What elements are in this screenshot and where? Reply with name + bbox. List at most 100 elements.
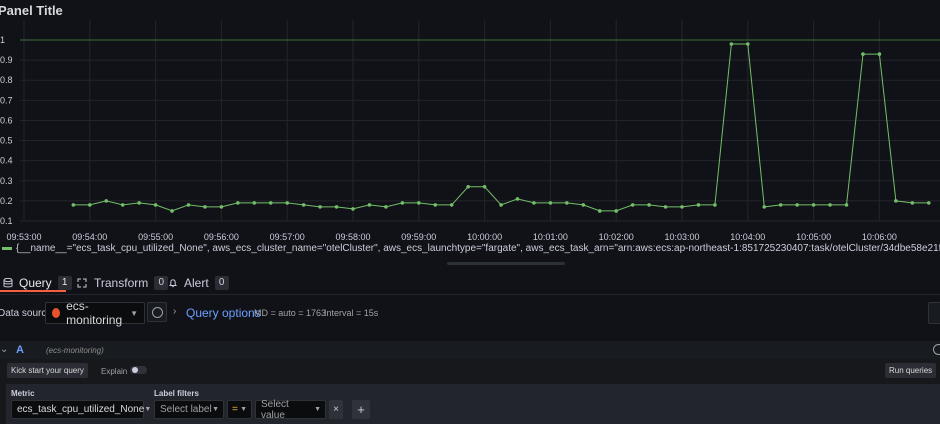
data-point bbox=[844, 203, 849, 207]
x-tick-label: 09:53:00 bbox=[6, 232, 41, 242]
data-point bbox=[910, 201, 915, 205]
tab-transform[interactable]: Transform 0 bbox=[77, 272, 169, 293]
kick-start-query-button[interactable]: Kick start your query bbox=[7, 363, 88, 378]
data-point bbox=[449, 203, 454, 207]
data-point bbox=[301, 203, 306, 207]
data-point bbox=[778, 203, 783, 207]
data-point bbox=[367, 203, 372, 207]
y-tick-label: 0.1 bbox=[0, 216, 13, 226]
label-filter-value-select[interactable]: Select value ▼ bbox=[255, 398, 326, 421]
data-point bbox=[680, 205, 684, 209]
data-point bbox=[696, 203, 701, 207]
data-point bbox=[137, 201, 141, 205]
chevron-down-icon: ▼ bbox=[240, 406, 247, 413]
query-options-toggle[interactable]: Query options bbox=[186, 306, 261, 320]
query-row-header[interactable] bbox=[0, 341, 940, 359]
data-point bbox=[597, 209, 602, 213]
data-point bbox=[236, 201, 240, 205]
metric-select-value: ecs_task_cpu_utilized_None bbox=[17, 404, 145, 415]
data-point bbox=[433, 203, 438, 207]
data-point bbox=[532, 201, 536, 205]
data-point bbox=[762, 205, 767, 209]
datasource-help-button[interactable] bbox=[147, 302, 167, 322]
data-point bbox=[252, 201, 257, 205]
data-point bbox=[811, 203, 816, 207]
query-editor-tabs: Query 1 Transform 0 Alert 0 bbox=[0, 272, 940, 295]
data-point bbox=[186, 203, 191, 207]
tab-alert[interactable]: Alert 0 bbox=[168, 272, 229, 293]
inspector-button[interactable] bbox=[928, 302, 940, 324]
label-filter-key-select[interactable]: Select label ▼ bbox=[154, 400, 224, 419]
label-filter-operator-select[interactable]: = ▼ bbox=[227, 400, 252, 419]
x-tick-label: 10:04:00 bbox=[730, 232, 765, 242]
data-point bbox=[828, 203, 832, 207]
active-tab-indicator bbox=[0, 290, 66, 292]
data-point bbox=[663, 205, 668, 209]
query-ref-id[interactable]: A bbox=[16, 344, 24, 356]
y-tick-label: 1 bbox=[0, 35, 5, 45]
y-tick-label: 0.3 bbox=[0, 176, 13, 186]
chevron-down-icon: ▼ bbox=[314, 406, 321, 413]
data-point bbox=[120, 203, 125, 207]
x-tick-label: 10:03:00 bbox=[664, 232, 699, 242]
bell-icon bbox=[168, 278, 178, 287]
x-tick-label: 09:56:00 bbox=[204, 232, 239, 242]
panel-title[interactable]: Panel Title bbox=[0, 3, 63, 18]
time-series-chart[interactable]: 0.1 0.2 0.3 0.4 0.5 0.6 0.7 0.8 0.9 1 09:53:00 09:5… bbox=[0, 20, 940, 242]
data-point bbox=[153, 203, 158, 207]
label-filter-operator: = bbox=[232, 404, 238, 415]
explain-toggle[interactable] bbox=[130, 366, 147, 374]
data-point bbox=[71, 203, 76, 207]
panel-resize-handle[interactable] bbox=[447, 262, 565, 265]
y-tick-label: 0.5 bbox=[0, 136, 13, 146]
tab-transform-count: 0 bbox=[154, 275, 169, 290]
label-filter-key-placeholder: Select label bbox=[160, 404, 212, 415]
x-tick-label: 09:58:00 bbox=[335, 232, 370, 242]
query-options-interval[interactable]: Interval = 15s bbox=[324, 308, 379, 318]
legend-series-label[interactable]: {__name__="ecs_task_cpu_utilized_None", … bbox=[16, 243, 940, 254]
remove-label-filter-button[interactable]: × bbox=[329, 400, 343, 419]
explain-label: Explain bbox=[101, 367, 128, 376]
data-point bbox=[877, 52, 882, 56]
data-point bbox=[482, 185, 487, 189]
query-options-max-datapoints[interactable]: MD = auto = 1763 bbox=[254, 308, 327, 318]
run-queries-button[interactable]: Run queries bbox=[885, 363, 937, 378]
data-point bbox=[268, 201, 273, 205]
datasource-picker-value: ecs-monitoring bbox=[66, 299, 123, 327]
add-label-filter-button[interactable]: + bbox=[352, 400, 370, 419]
help-circle-icon bbox=[151, 306, 163, 318]
chart-legend[interactable]: {__name__="ecs_task_cpu_utilized_None", … bbox=[0, 243, 940, 254]
tab-query[interactable]: Query 1 bbox=[3, 272, 72, 293]
x-tick-label: 09:55:00 bbox=[138, 232, 173, 242]
data-point bbox=[351, 207, 355, 211]
metric-label: Metric bbox=[11, 389, 35, 398]
y-tick-label: 0.4 bbox=[0, 156, 13, 166]
x-tick-label: 09:59:00 bbox=[401, 232, 436, 242]
datasource-picker[interactable]: ecs-monitoring ▼ bbox=[45, 299, 145, 327]
label-filter-value-placeholder: Select value bbox=[261, 398, 289, 421]
x-tick-label: 09:57:00 bbox=[270, 232, 305, 242]
query-help-icon[interactable] bbox=[933, 344, 940, 355]
series-line bbox=[73, 43, 929, 212]
data-point bbox=[400, 201, 405, 205]
query-datasource-hint: (ecs-monitoring) bbox=[46, 346, 104, 355]
data-point bbox=[384, 205, 388, 209]
data-point bbox=[565, 201, 569, 205]
x-tick-label: 10:02:00 bbox=[599, 232, 634, 242]
transform-icon bbox=[77, 278, 87, 287]
data-point bbox=[581, 203, 586, 207]
chevron-right-icon[interactable]: › bbox=[173, 306, 177, 317]
x-tick-label: 10:00:00 bbox=[467, 232, 502, 242]
data-point bbox=[894, 199, 898, 203]
data-point bbox=[285, 201, 290, 205]
tab-transform-label: Transform bbox=[94, 275, 149, 290]
x-tick-label: 10:05:00 bbox=[796, 232, 831, 242]
y-tick-label: 0.9 bbox=[0, 55, 13, 65]
legend-color-swatch bbox=[2, 246, 12, 250]
collapse-chevron-icon[interactable]: ⌄ bbox=[0, 344, 9, 355]
explain-toggle-knob[interactable] bbox=[132, 367, 138, 373]
y-tick-label: 0.6 bbox=[0, 115, 13, 125]
data-point bbox=[614, 209, 618, 213]
prometheus-logo-icon bbox=[52, 308, 61, 318]
metric-select[interactable]: ecs_task_cpu_utilized_None ▼ bbox=[11, 400, 151, 419]
